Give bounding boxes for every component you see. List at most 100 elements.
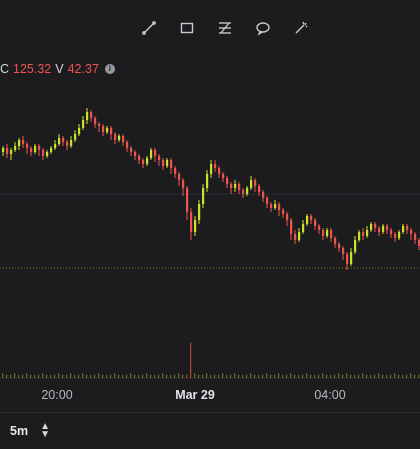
rectangle-tool[interactable] <box>175 16 199 40</box>
candle-body <box>358 232 361 240</box>
volume-bar <box>270 374 272 378</box>
candle-body <box>350 252 353 264</box>
candle-body <box>270 204 273 208</box>
candle-body <box>238 184 241 190</box>
candle-body <box>110 128 113 134</box>
volume-bar <box>358 374 360 378</box>
volume-bar <box>154 374 156 378</box>
fib-retracement-tool[interactable] <box>213 16 237 40</box>
volume-bar <box>126 374 128 378</box>
volume-bar <box>342 374 344 378</box>
volume-bar <box>106 374 108 378</box>
volume-bar <box>318 374 320 378</box>
candle-body <box>58 138 61 144</box>
price-chart[interactable]: 20:00 Mar 29 04:00 <box>0 0 420 412</box>
candle-body <box>86 112 89 120</box>
candle-body <box>154 150 157 156</box>
magic-wand-tool[interactable] <box>289 16 313 40</box>
candle-body <box>134 152 137 156</box>
volume-bar <box>406 374 408 378</box>
comment-tool[interactable] <box>251 16 275 40</box>
volume-bar <box>38 374 40 378</box>
volume-bar <box>6 374 8 378</box>
candle-body <box>218 168 221 174</box>
volume-bar <box>170 374 172 378</box>
candle-body <box>14 146 17 150</box>
candle-body <box>394 234 397 238</box>
candle-body <box>102 126 105 132</box>
candle-body <box>186 188 189 212</box>
volume-bar <box>206 373 208 378</box>
volume-bar <box>330 374 332 378</box>
volume-bar <box>286 374 288 378</box>
x-tick-label: Mar 29 <box>175 388 215 402</box>
volume-bar <box>54 374 56 378</box>
volume-bar <box>334 374 336 378</box>
candle-body <box>402 226 405 232</box>
volume-key: V <box>55 62 64 76</box>
volume-bar <box>214 374 216 378</box>
candle-body <box>202 188 205 204</box>
volume-bar <box>370 374 372 378</box>
candle-body <box>298 232 301 240</box>
candle-body <box>330 230 333 238</box>
volume-bar <box>254 374 256 378</box>
candle-body <box>294 234 297 240</box>
candle-body <box>150 150 153 158</box>
volume-bar <box>18 374 20 378</box>
info-icon[interactable]: i <box>104 64 115 74</box>
candle-body <box>250 180 253 188</box>
volume-bar <box>22 374 24 378</box>
volume-bar <box>274 374 276 378</box>
candle-body <box>106 128 109 132</box>
candle-body <box>230 184 233 188</box>
candle-body <box>78 128 81 134</box>
volume-bar <box>198 374 200 378</box>
candle-body <box>214 164 217 168</box>
volume-bar <box>222 373 224 378</box>
candles-group <box>2 108 420 270</box>
candle-body <box>18 140 21 146</box>
candle-body <box>274 204 277 208</box>
volume-bar <box>166 374 168 378</box>
interval-selector[interactable]: 5m <box>10 424 29 438</box>
volume-bar <box>102 374 104 378</box>
volume-bar <box>14 373 16 378</box>
volume-bar <box>306 373 308 378</box>
volume-bar <box>230 374 232 378</box>
candle-body <box>182 180 185 188</box>
candle-body <box>262 192 265 198</box>
candle-body <box>194 220 197 232</box>
volume-bar <box>138 374 140 378</box>
candle-body <box>266 198 269 204</box>
trend-line-tool[interactable] <box>137 16 161 40</box>
candle-body <box>82 120 85 128</box>
volume-bar <box>246 374 248 378</box>
candle-body <box>362 232 365 236</box>
candle-body <box>70 140 73 146</box>
volume-bar <box>194 373 196 378</box>
interval-stepper-icon[interactable]: ▲ ▼ <box>40 421 50 440</box>
candle-body <box>170 160 173 168</box>
volume-bar <box>98 373 100 378</box>
candle-body <box>50 148 53 152</box>
volume-bar <box>338 373 340 378</box>
candle-body <box>146 158 149 164</box>
candle-body <box>138 156 141 160</box>
volume-bar <box>218 374 220 378</box>
candle-body <box>346 254 349 264</box>
volume-bar <box>414 374 416 378</box>
volume-bar <box>398 374 400 378</box>
volume-bar <box>190 342 192 378</box>
candle-body <box>246 188 249 194</box>
volume-bar <box>42 373 44 378</box>
volume-bar <box>302 374 304 378</box>
candle-body <box>354 240 357 252</box>
comment-icon <box>256 22 270 36</box>
volume-bar <box>142 374 144 378</box>
volume-bar <box>362 373 364 378</box>
candle-body <box>38 146 41 150</box>
candle-body <box>6 148 9 154</box>
candle-body <box>306 216 309 224</box>
candle-body <box>334 238 337 244</box>
